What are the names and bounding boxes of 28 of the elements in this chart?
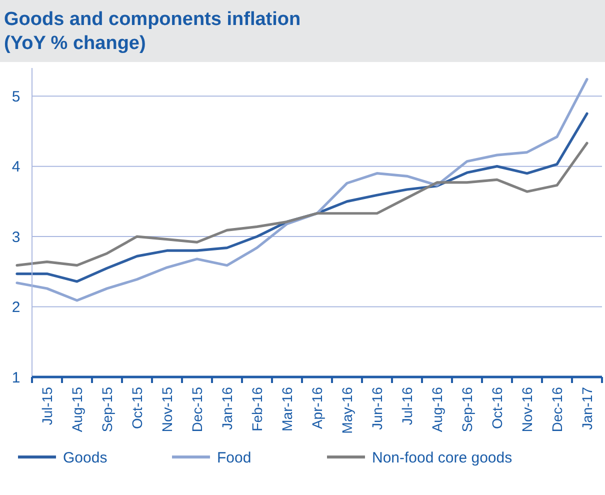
x-tick-label: Oct-15 — [129, 386, 145, 430]
x-tick-label: Dec-15 — [189, 386, 205, 432]
y-tick-label: 5 — [12, 88, 20, 106]
x-tick-label: Sep-15 — [99, 386, 115, 432]
y-tick-label: 4 — [12, 158, 20, 176]
x-tick-label: Mar-16 — [279, 386, 295, 432]
y-tick-label: 1 — [12, 369, 20, 386]
x-tick-label: Nov-15 — [159, 386, 175, 432]
x-tick-label: Dec-16 — [549, 386, 565, 432]
x-tick-label: Jan-17 — [579, 386, 595, 430]
x-tick-label: Apr-16 — [309, 386, 325, 430]
y-tick-label: 2 — [12, 299, 20, 316]
x-tick-label: Aug-16 — [429, 386, 445, 432]
legend-label: Food — [217, 449, 252, 466]
x-tick-label: Jul-16 — [399, 386, 415, 426]
x-tick-label: Sep-16 — [459, 386, 475, 432]
x-tick-label: Jan-16 — [219, 386, 235, 430]
x-tick-label: Feb-16 — [249, 386, 265, 432]
legend-label: Goods — [63, 449, 108, 466]
x-tick-label: Nov-16 — [519, 386, 535, 432]
x-tick-label: Aug-15 — [69, 386, 85, 432]
chart-title: Goods and components inflation (YoY % change) — [4, 9, 301, 54]
x-tick-label: May-16 — [339, 386, 355, 434]
legend-label: Non-food core goods — [372, 449, 512, 466]
x-tick-label: Jul-15 — [39, 386, 55, 426]
x-tick-label: Jun-16 — [369, 386, 385, 430]
y-tick-label: 3 — [12, 228, 20, 246]
x-tick-label: Oct-16 — [489, 386, 505, 430]
